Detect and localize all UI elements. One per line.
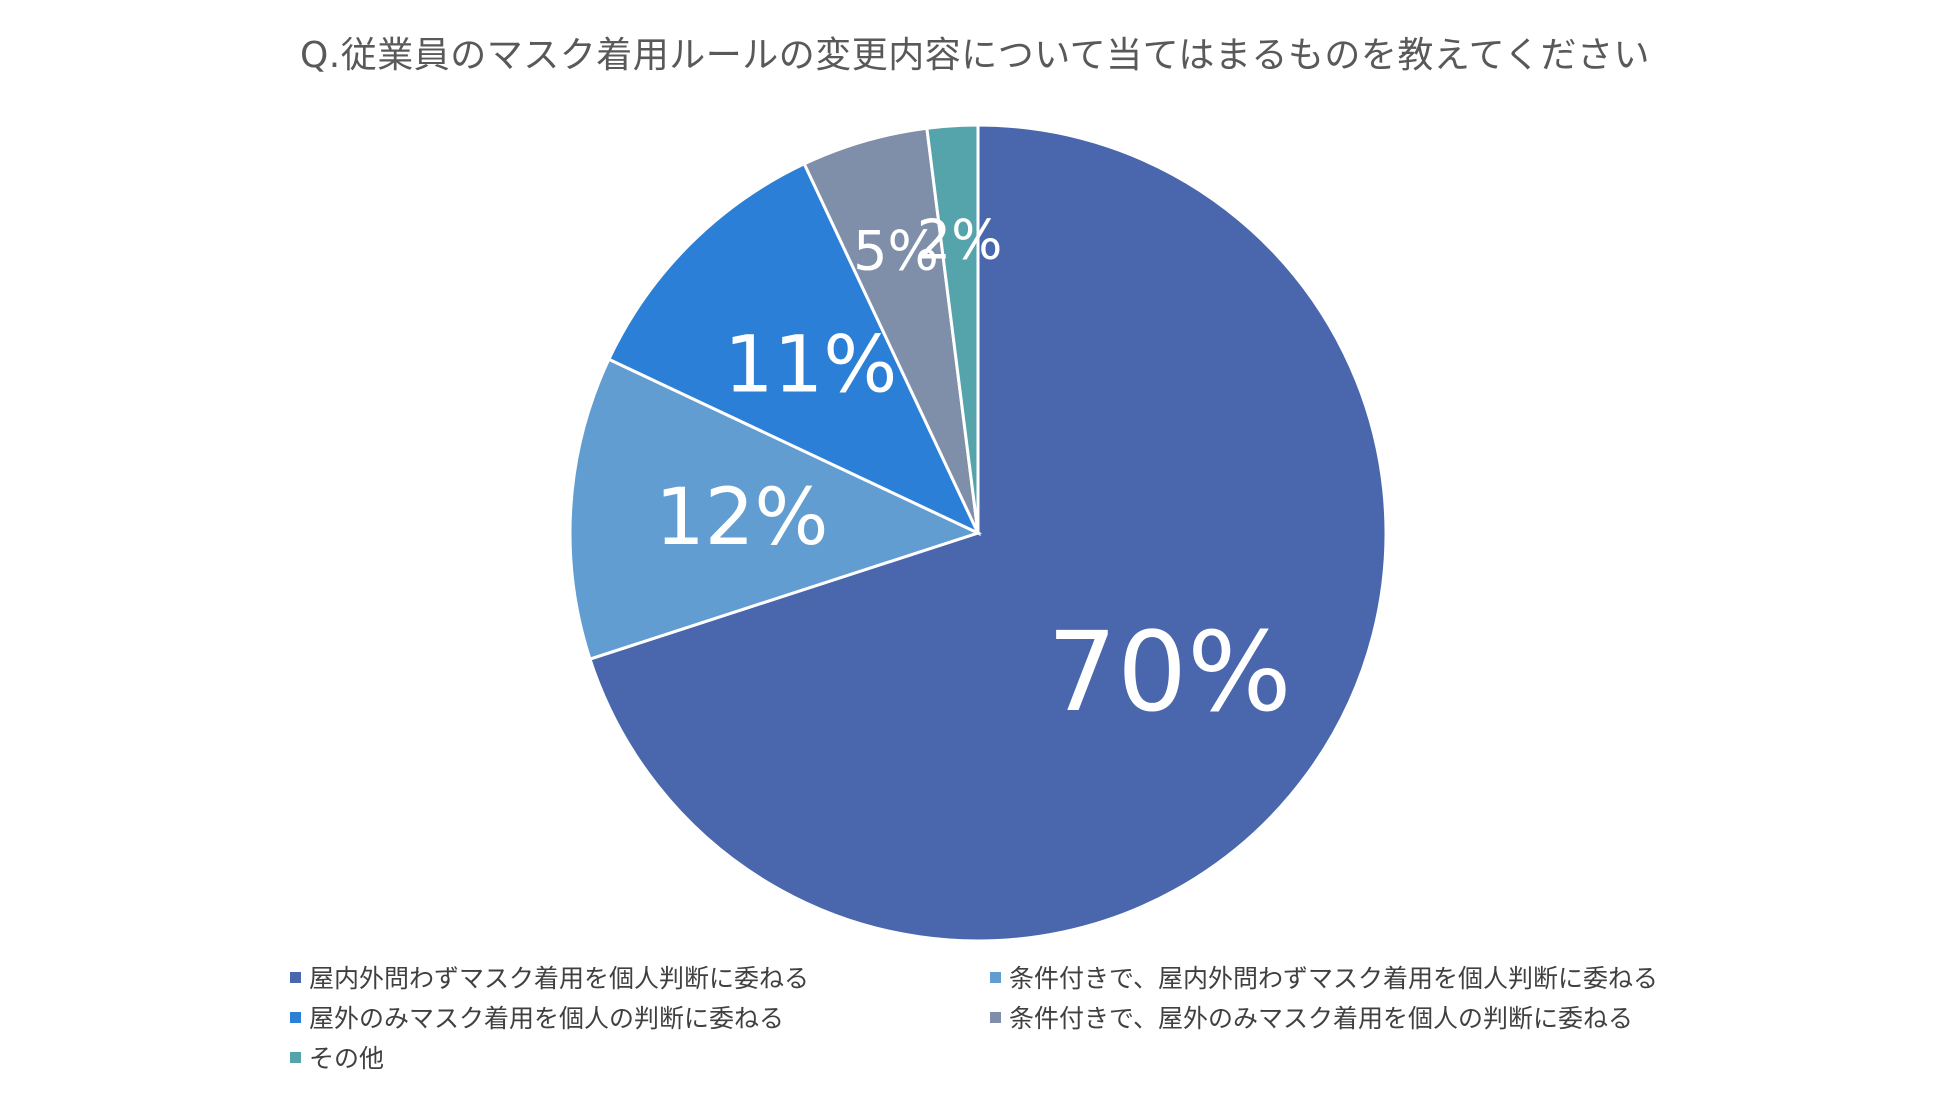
- legend-item: 条件付きで、屋内外問わずマスク着用を個人判断に委ねる: [990, 960, 1690, 994]
- legend-label: 条件付きで、屋内外問わずマスク着用を個人判断に委ねる: [1009, 964, 1659, 993]
- legend-label: 条件付きで、屋外のみマスク着用を個人の判断に委ねる: [1009, 1004, 1634, 1033]
- chart-legend: 屋内外問わずマスク着用を個人判断に委ねる 条件付きで、屋内外問わずマスク着用を個…: [290, 960, 1790, 1074]
- legend-swatch: [290, 971, 301, 983]
- legend-item: 屋内外問わずマスク着用を個人判断に委ねる: [290, 960, 990, 994]
- legend-swatch: [990, 971, 1001, 983]
- legend-label: 屋内外問わずマスク着用を個人判断に委ねる: [309, 964, 810, 993]
- legend-item: 条件付きで、屋外のみマスク着用を個人の判断に委ねる: [990, 1000, 1690, 1034]
- pie-slice: [925, 123, 980, 534]
- pie-slice: [588, 123, 1388, 943]
- pie-slice: [568, 357, 983, 661]
- data-label: 11%: [724, 321, 897, 411]
- legend-swatch: [290, 1011, 301, 1023]
- data-label: 70%: [1047, 608, 1292, 736]
- legend-label: 屋外のみマスク着用を個人の判断に委ねる: [309, 1004, 785, 1033]
- legend-swatch: [290, 1051, 301, 1063]
- data-label: 12%: [655, 473, 828, 563]
- data-label: 5%: [853, 219, 939, 282]
- legend-item: その他: [290, 1040, 990, 1074]
- legend-swatch: [990, 1011, 1001, 1023]
- data-label: 2%: [917, 208, 1003, 271]
- pie-chart: 70% 12% 11% 5%2%: [568, 123, 1388, 943]
- chart-title: Q.従業員のマスク着用ルールの変更内容について当てはまるものを教えてください: [299, 35, 1651, 76]
- legend-label: その他: [309, 1044, 385, 1073]
- legend-item: 屋外のみマスク着用を個人の判断に委ねる: [290, 1000, 990, 1034]
- pie-slice: [606, 161, 982, 537]
